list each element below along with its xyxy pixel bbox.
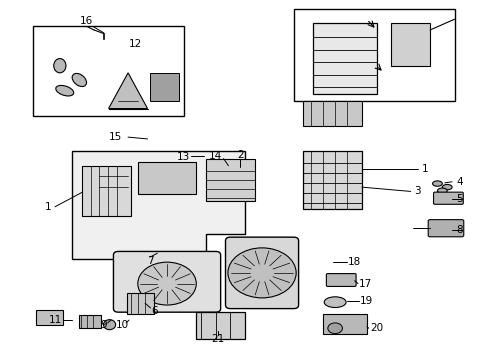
Text: 5: 5 <box>456 194 463 203</box>
Circle shape <box>138 262 196 305</box>
Ellipse shape <box>324 297 346 307</box>
FancyBboxPatch shape <box>391 23 430 66</box>
Text: 6: 6 <box>151 306 158 316</box>
Ellipse shape <box>433 181 442 186</box>
Ellipse shape <box>438 188 447 193</box>
Text: 18: 18 <box>347 257 361 267</box>
Ellipse shape <box>72 73 87 86</box>
FancyBboxPatch shape <box>36 310 63 325</box>
FancyBboxPatch shape <box>150 73 179 102</box>
Text: 7: 7 <box>147 256 153 266</box>
FancyBboxPatch shape <box>313 23 376 94</box>
FancyBboxPatch shape <box>82 166 130 216</box>
Text: 16: 16 <box>80 16 93 26</box>
FancyBboxPatch shape <box>79 315 101 328</box>
Text: 2: 2 <box>237 150 244 160</box>
Text: 1: 1 <box>422 164 429 174</box>
Polygon shape <box>72 152 245 258</box>
Text: 19: 19 <box>360 296 373 306</box>
FancyBboxPatch shape <box>323 314 367 334</box>
Text: 1: 1 <box>45 202 51 212</box>
Ellipse shape <box>442 184 452 190</box>
Text: 13: 13 <box>176 152 190 162</box>
FancyBboxPatch shape <box>326 274 356 287</box>
Text: 20: 20 <box>370 323 383 333</box>
FancyBboxPatch shape <box>303 152 362 208</box>
FancyBboxPatch shape <box>114 251 220 312</box>
Text: 21: 21 <box>212 334 225 344</box>
Ellipse shape <box>54 59 66 73</box>
Ellipse shape <box>56 85 74 96</box>
Text: 15: 15 <box>109 132 122 142</box>
FancyBboxPatch shape <box>428 220 464 237</box>
FancyBboxPatch shape <box>196 312 245 339</box>
FancyBboxPatch shape <box>225 237 298 309</box>
Text: 3: 3 <box>415 186 421 197</box>
Text: 9: 9 <box>100 320 107 330</box>
FancyBboxPatch shape <box>303 102 362 126</box>
Text: 8: 8 <box>456 225 463 235</box>
Circle shape <box>228 248 296 298</box>
Text: 12: 12 <box>129 39 142 49</box>
FancyBboxPatch shape <box>138 162 196 194</box>
FancyBboxPatch shape <box>434 192 463 204</box>
Ellipse shape <box>103 320 116 330</box>
FancyBboxPatch shape <box>33 26 184 116</box>
Circle shape <box>328 323 343 334</box>
Text: 4: 4 <box>456 177 463 187</box>
FancyBboxPatch shape <box>294 9 455 102</box>
Text: 17: 17 <box>359 279 372 289</box>
FancyBboxPatch shape <box>206 158 255 202</box>
FancyBboxPatch shape <box>127 293 154 314</box>
Text: 14: 14 <box>209 151 222 161</box>
Text: 10: 10 <box>116 320 129 330</box>
Text: 11: 11 <box>49 315 62 325</box>
Polygon shape <box>109 73 147 109</box>
